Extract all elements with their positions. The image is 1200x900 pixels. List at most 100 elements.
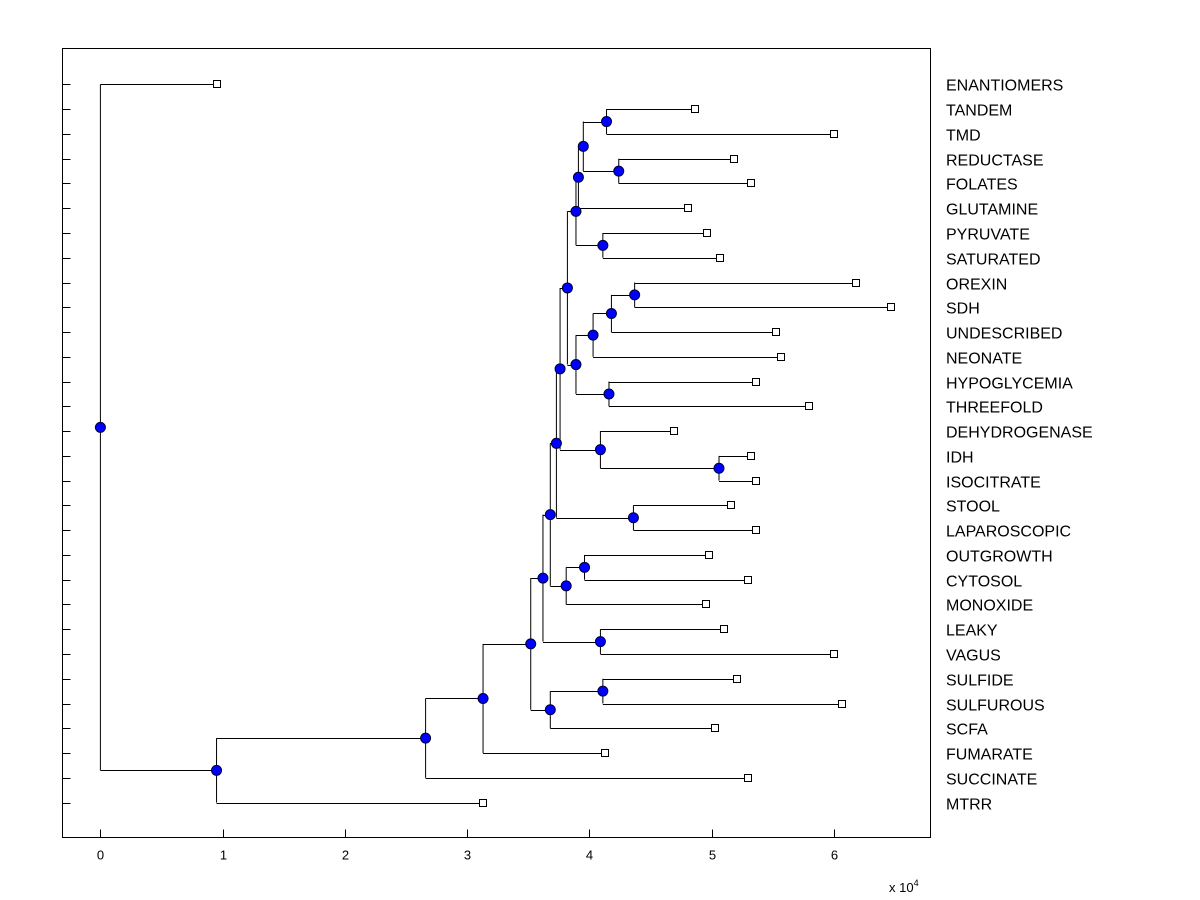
internal-node-marker [605, 307, 617, 319]
internal-node-marker [420, 732, 432, 744]
leaf-label: REDUCTASE [946, 153, 1044, 170]
leaf-label: HYPOGLYCEMIA [946, 376, 1073, 393]
plot-frame [62, 48, 931, 838]
leaf-label: SULFUROUS [946, 698, 1045, 715]
leaf-label: PYRUVATE [946, 227, 1030, 244]
leaf-label: TANDEM [946, 103, 1012, 120]
leaf-node-marker [838, 700, 846, 708]
internal-node-marker [211, 764, 223, 776]
x-tick-label: 5 [709, 848, 716, 863]
x-multiplier-label: x 104 [889, 878, 919, 895]
leaf-node-marker [887, 303, 895, 311]
x-tick-label: 0 [97, 848, 104, 863]
leaf-label: LAPAROSCOPIC [946, 524, 1071, 541]
leaf-label: UNDESCRIBED [946, 326, 1062, 343]
leaf-label: NEONATE [946, 351, 1022, 368]
leaf-node-marker [705, 551, 713, 559]
internal-node-marker [713, 462, 725, 474]
leaf-label: SULFIDE [946, 673, 1014, 690]
x-tick-label: 1 [220, 848, 227, 863]
leaf-node-marker [744, 774, 752, 782]
internal-node-marker [550, 437, 562, 449]
leaf-node-marker [752, 526, 760, 534]
leaf-label: DEHYDROGENASE [946, 425, 1093, 442]
leaf-node-marker [213, 80, 221, 88]
x-tick-label: 6 [831, 848, 838, 863]
leaf-node-marker [691, 105, 699, 113]
internal-node-marker [594, 444, 606, 456]
leaf-node-marker [747, 452, 755, 460]
leaf-node-marker [830, 650, 838, 658]
leaf-label: FUMARATE [946, 747, 1033, 764]
leaf-label: SDH [946, 301, 980, 318]
internal-node-marker [577, 140, 589, 152]
internal-node-marker [601, 116, 613, 128]
leaf-node-marker [747, 179, 755, 187]
leaf-node-marker [777, 353, 785, 361]
leaf-label: STOOL [946, 499, 1000, 516]
leaf-label: OUTGROWTH [946, 549, 1053, 566]
leaf-label: IDH [946, 450, 974, 467]
leaf-label: FOLATES [946, 177, 1018, 194]
leaf-labels: ENANTIOMERS TANDEM TMD REDUCTASE FOLATES GLUT… [946, 78, 1093, 814]
leaf-node-marker [727, 501, 735, 509]
x-multiplier-exponent: 4 [914, 878, 919, 888]
leaf-label: GLUTAMINE [946, 202, 1038, 219]
internal-node-marker [570, 205, 582, 217]
internal-node-marker [561, 282, 573, 294]
internal-node-marker [579, 561, 591, 573]
internal-node-marker [613, 165, 625, 177]
leaf-node-marker [730, 155, 738, 163]
leaf-label: THREEFOLD [946, 400, 1043, 417]
leaf-node-marker [752, 477, 760, 485]
internal-node-marker [570, 359, 582, 371]
leaf-node-marker [703, 229, 711, 237]
internal-node-marker [629, 289, 641, 301]
internal-node-marker [560, 580, 572, 592]
internal-node-marker [594, 636, 606, 648]
leaf-node-marker [601, 749, 609, 757]
x-tick-label: 2 [342, 848, 349, 863]
leaf-label: OREXIN [946, 277, 1007, 294]
leaf-node-marker [711, 724, 719, 732]
leaf-label: ISOCITRATE [946, 475, 1041, 492]
leaf-node-marker [772, 328, 780, 336]
internal-node-marker [587, 329, 599, 341]
leaf-node-marker [733, 675, 741, 683]
leaf-node-marker [479, 799, 487, 807]
internal-node-marker [603, 388, 615, 400]
leaf-label: MTRR [946, 797, 992, 814]
leaf-label: SUCCINATE [946, 772, 1037, 789]
leaf-label: CYTOSOL [946, 574, 1022, 591]
internal-node-marker [554, 363, 566, 375]
internal-node-marker [627, 512, 639, 524]
leaf-node-marker [720, 625, 728, 633]
leaf-label: TMD [946, 128, 981, 145]
x-tick-label: 3 [464, 848, 471, 863]
x-tick-label: 4 [586, 848, 593, 863]
leaf-label: LEAKY [946, 623, 998, 640]
leaf-label: SATURATED [946, 252, 1041, 269]
internal-node-marker [477, 692, 489, 704]
internal-node-marker [537, 572, 549, 584]
internal-node-marker [572, 171, 584, 183]
leaf-node-marker [702, 600, 710, 608]
leaf-node-marker [752, 378, 760, 386]
leaf-node-marker [830, 130, 838, 138]
internal-node-marker [597, 685, 609, 697]
leaf-label: ENANTIOMERS [946, 78, 1063, 95]
internal-node-marker [94, 421, 106, 433]
leaf-label: MONOXIDE [946, 598, 1033, 615]
leaf-node-marker [744, 576, 752, 584]
internal-node-marker [597, 239, 609, 251]
leaf-node-marker [684, 204, 692, 212]
leaf-node-marker [670, 427, 678, 435]
leaf-label: SCFA [946, 722, 988, 739]
tree-nodes [94, 80, 895, 807]
internal-node-marker [544, 509, 556, 521]
axis-ticks: 0 1 2 3 4 5 6 [62, 84, 838, 863]
internal-node-marker [525, 638, 537, 650]
leaf-node-marker [805, 402, 813, 410]
tree-branches [99, 84, 892, 804]
